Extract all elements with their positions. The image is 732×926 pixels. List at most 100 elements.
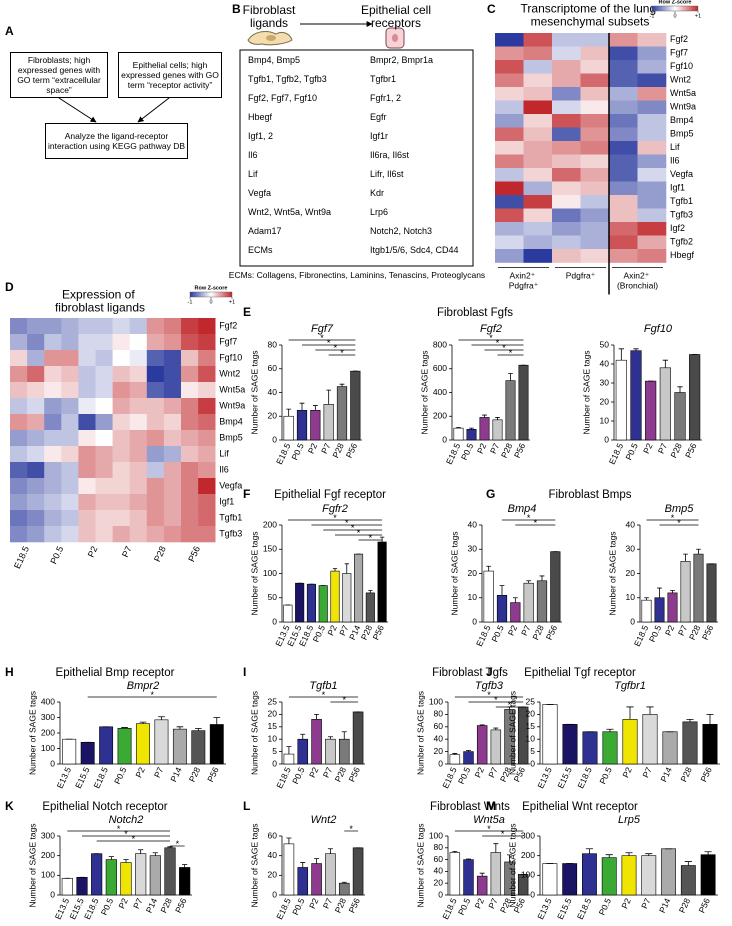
bar <box>622 719 638 765</box>
panel-letter: G <box>486 487 495 501</box>
row-label: Igf1 <box>670 183 685 193</box>
significance-label: * <box>327 338 331 348</box>
x-tick-label: P0.5 <box>597 896 614 916</box>
heatmap-cell <box>78 382 96 399</box>
error-bar <box>167 846 173 848</box>
bar <box>377 541 387 623</box>
heatmap-cell <box>95 510 113 527</box>
heatmap-cell <box>10 462 28 479</box>
x-tick-label: P14 <box>144 896 160 914</box>
x-tick-label: P7 <box>519 623 533 637</box>
row-label: Bmp5 <box>670 129 694 139</box>
table-footer: ECMs: Collagens, Fibronectins, Laminins,… <box>228 270 486 280</box>
heatmap-cell <box>495 235 524 250</box>
column-header: Epithelial cell receptors <box>360 3 432 30</box>
y-tick-label: 40 <box>268 850 278 860</box>
bar <box>476 725 488 765</box>
y-tick-label: 200 <box>521 850 535 860</box>
colorbar-tick-label: -1 <box>650 13 655 19</box>
y-axis-label: Number of SAGE tags <box>27 823 37 907</box>
error-bar <box>456 427 461 429</box>
heatmap-cell <box>129 382 148 399</box>
y-axis-label: Number of SAGE tags <box>27 691 37 775</box>
x-tick-label: P56 <box>683 441 699 459</box>
panel-title: Fibroblast Bmps <box>548 489 631 501</box>
y-tick-label: 10 <box>268 733 278 743</box>
heatmap-cell <box>163 478 182 495</box>
error-bar <box>670 590 675 593</box>
error-bar <box>368 590 373 593</box>
y-axis-label: Number of SAGE tags <box>249 691 259 775</box>
heatmap-cell <box>637 33 667 47</box>
heatmap-cell <box>523 141 553 155</box>
y-tick-label: 10 <box>626 592 636 602</box>
heatmap-cell <box>95 494 113 511</box>
heatmap-cell <box>10 398 28 415</box>
heatmap-cell <box>112 430 130 447</box>
heatmap-cell <box>637 100 667 115</box>
column-label: P28 <box>152 545 168 564</box>
y-axis-label: Number of SAGE tags <box>249 531 259 615</box>
bar <box>336 386 348 441</box>
heatmap-cell <box>181 382 199 399</box>
heatmap-cell <box>112 446 130 463</box>
error-bar <box>379 536 385 542</box>
error-bar <box>499 585 505 596</box>
panel-title: Epithelial Tgf receptor <box>524 667 636 679</box>
heatmap-cell <box>146 478 165 495</box>
error-bar <box>657 587 662 598</box>
x-tick-label: P28 <box>687 623 703 641</box>
x-tick-label: E18.5 <box>82 896 101 921</box>
y-axis-label: Number of SAGE tags <box>449 531 459 615</box>
x-tick-label: P28 <box>668 441 684 459</box>
y-tick-label: 100 <box>429 696 443 706</box>
y-tick-label: 20 <box>526 709 536 719</box>
heatmap-cell <box>129 446 148 463</box>
x-tick-label: P2 <box>325 623 339 637</box>
y-tick-label: 0 <box>438 758 443 768</box>
chart-subtitle: Tgfbr1 <box>614 680 646 692</box>
heatmap-cell <box>61 462 79 479</box>
heatmap-cell <box>44 446 62 463</box>
y-tick-label: 0 <box>272 434 277 444</box>
table-cell: Wnt2, Wnt5a, Wnt9a <box>248 207 332 217</box>
heatmap-cell <box>146 462 165 479</box>
heatmap-cell <box>609 235 638 250</box>
heatmap-cell <box>146 446 165 463</box>
heatmap-cell <box>552 181 581 196</box>
y-tick-label: 20 <box>434 746 444 756</box>
y-tick-label: 30 <box>468 544 478 554</box>
heatmap-cell <box>61 510 79 527</box>
heatmap-cell <box>580 181 610 196</box>
x-tick-label: P56 <box>205 765 221 783</box>
table-cell: Il6 <box>248 150 258 160</box>
bar <box>562 863 578 896</box>
y-tick-label: 100 <box>263 568 277 578</box>
x-tick-label: P2 <box>473 765 487 779</box>
heatmap-cell <box>129 430 148 447</box>
x-tick-label: E18.5 <box>440 896 459 921</box>
heatmap-cell <box>181 478 199 495</box>
error-bar <box>300 862 306 868</box>
x-tick-label: P56 <box>371 623 387 641</box>
heatmap-cell <box>27 382 45 399</box>
bar <box>510 602 521 623</box>
y-tick-label: 20 <box>268 870 278 880</box>
heatmap-cell <box>44 350 62 367</box>
heatmap-cell <box>580 87 610 101</box>
y-tick-label: 20 <box>600 396 610 406</box>
y-tick-label: 0 <box>272 758 277 768</box>
error-bar <box>195 727 202 731</box>
significance-label: * <box>132 834 136 844</box>
error-bar <box>327 736 333 740</box>
table-cell: ECMs <box>248 245 273 255</box>
error-bar <box>606 728 614 732</box>
y-tick-label: 200 <box>263 519 277 529</box>
y-tick-label: 0 <box>630 616 635 626</box>
heatmap-cell <box>129 478 148 495</box>
heatmap-cell <box>61 494 79 511</box>
error-bar <box>512 597 518 603</box>
table-cell: Bmp4, Bmp5 <box>248 55 301 65</box>
heatmap-cell <box>552 87 581 101</box>
heatmap-cell <box>552 208 581 223</box>
